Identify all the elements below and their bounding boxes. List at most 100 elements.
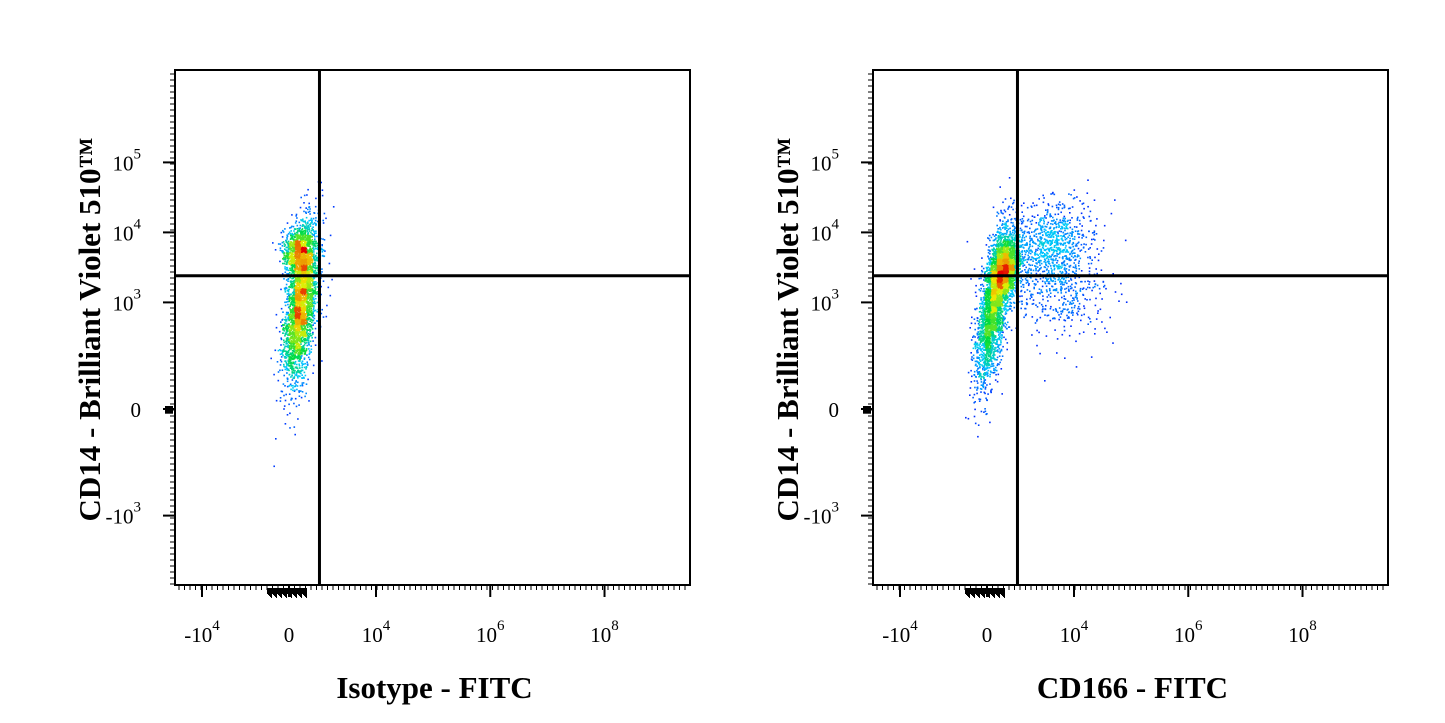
event-point [298, 325, 300, 328]
event-point [283, 394, 285, 397]
event-point [296, 251, 299, 253]
event-point [308, 242, 310, 245]
event-point [289, 348, 291, 351]
event-point [301, 350, 304, 352]
event-point [300, 311, 302, 313]
event-point [294, 293, 297, 296]
event-point [305, 334, 308, 337]
event-point [313, 281, 316, 283]
event-point [305, 322, 308, 324]
event-point [283, 330, 286, 332]
event-point [306, 326, 309, 328]
event-point [291, 342, 293, 345]
axis-pileup [292, 588, 293, 594]
event-point [296, 289, 298, 291]
event-point [297, 333, 299, 335]
event-point [289, 341, 291, 344]
event-point [323, 255, 325, 258]
event-point [299, 248, 301, 251]
event-point [305, 317, 307, 319]
event-point [294, 397, 297, 400]
event-point [306, 297, 308, 299]
event-point [310, 266, 313, 269]
event-point [288, 260, 291, 263]
axis-pileup [291, 588, 292, 598]
event-point [291, 244, 293, 247]
event-point [301, 355, 303, 357]
event-point [290, 363, 293, 365]
event-point [300, 352, 302, 354]
event-point [293, 280, 295, 283]
event-point [289, 296, 291, 299]
event-point [302, 363, 305, 365]
event-point [297, 289, 299, 292]
event-point [293, 322, 296, 325]
event-point [304, 227, 306, 229]
event-point [289, 246, 291, 249]
event-point [974, 360, 977, 363]
event-point [283, 347, 286, 349]
event-point [313, 289, 316, 292]
event-point [312, 254, 315, 256]
y-tick-label: 0 [131, 398, 142, 422]
event-point [292, 270, 294, 272]
event-point [285, 246, 288, 249]
event-point [1000, 340, 1002, 342]
event-point [300, 297, 303, 300]
event-point [296, 242, 299, 245]
event-point [287, 233, 290, 235]
event-point [302, 340, 304, 342]
tick-exponent: 3 [134, 286, 142, 302]
event-point [312, 266, 315, 269]
event-point [296, 344, 298, 346]
event-point [306, 306, 308, 309]
event-point [982, 383, 985, 385]
event-point [291, 347, 293, 349]
event-point [312, 364, 315, 367]
event-point [284, 332, 287, 335]
event-point [306, 245, 309, 247]
event-point [296, 385, 299, 387]
event-point [296, 287, 298, 290]
event-point [284, 259, 287, 261]
event-point [999, 226, 1001, 229]
event-point [287, 364, 289, 366]
event-point [289, 310, 292, 312]
event-point [316, 244, 319, 247]
event-point [296, 367, 299, 370]
event-point [991, 363, 993, 365]
event-point [307, 287, 309, 290]
event-point [293, 320, 295, 322]
event-point [308, 272, 310, 274]
event-point [288, 384, 291, 387]
event-point [301, 303, 303, 306]
event-point [286, 329, 289, 331]
event-dots-2 [965, 177, 1128, 438]
event-point [304, 252, 306, 254]
event-point [284, 423, 287, 425]
event-point [297, 347, 300, 350]
event-point [275, 313, 278, 316]
event-point [317, 265, 319, 267]
event-point [310, 305, 313, 307]
event-point [1000, 209, 1002, 212]
event-point [302, 320, 304, 322]
event-point [302, 279, 305, 282]
event-point [288, 263, 291, 265]
event-point [294, 297, 297, 300]
event-point [304, 351, 307, 353]
event-point [309, 213, 311, 215]
event-point [294, 369, 296, 372]
event-point [288, 362, 290, 365]
event-point [303, 321, 305, 323]
event-point [311, 219, 313, 222]
event-point [303, 324, 305, 327]
event-point [287, 273, 290, 275]
event-point [292, 313, 295, 315]
event-point [291, 283, 293, 286]
event-point [296, 228, 299, 230]
event-point [314, 235, 316, 238]
event-point [292, 309, 295, 311]
event-point [306, 333, 309, 336]
event-point [302, 283, 305, 285]
